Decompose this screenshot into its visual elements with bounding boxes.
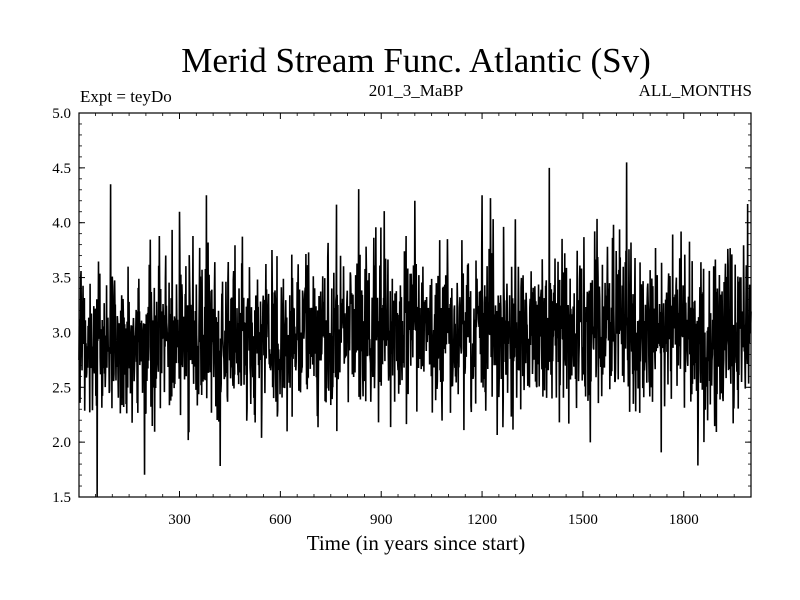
y-tick-label: 2.5: [52, 380, 71, 396]
y-tick-label: 5.0: [52, 106, 71, 122]
x-tick-label: 600: [269, 512, 292, 528]
period-label: 201_3_MaBP: [369, 81, 463, 100]
y-tick-label: 2.0: [52, 435, 71, 451]
x-axis-title: Time (in years since start): [307, 531, 526, 555]
months-label: ALL_MONTHS: [639, 81, 752, 100]
x-tick-label: 1500: [568, 512, 598, 528]
y-tick-label: 3.0: [52, 325, 71, 341]
series-layer: [78, 162, 752, 498]
y-tick-label: 3.5: [52, 271, 71, 287]
x-tick-label: 1800: [669, 512, 699, 528]
x-tick-label: 900: [370, 512, 393, 528]
ticks-layer: 1.5 2.0 2.5 3.0 3.5 4.0 4.5 5.0 300 600 900 1200 150…: [52, 106, 751, 528]
x-tick-label: 300: [168, 512, 191, 528]
experiment-label: Expt = teyDo: [80, 87, 172, 106]
chart-title: Merid Stream Func. Atlantic (Sv): [181, 41, 651, 80]
y-tick-label: 4.5: [52, 161, 71, 177]
series-line: [78, 162, 752, 498]
x-tick-label: 1200: [467, 512, 497, 528]
plot-frame: [78, 112, 752, 498]
y-tick-label: 1.5: [52, 490, 71, 506]
y-tick-label: 4.0: [52, 216, 71, 232]
